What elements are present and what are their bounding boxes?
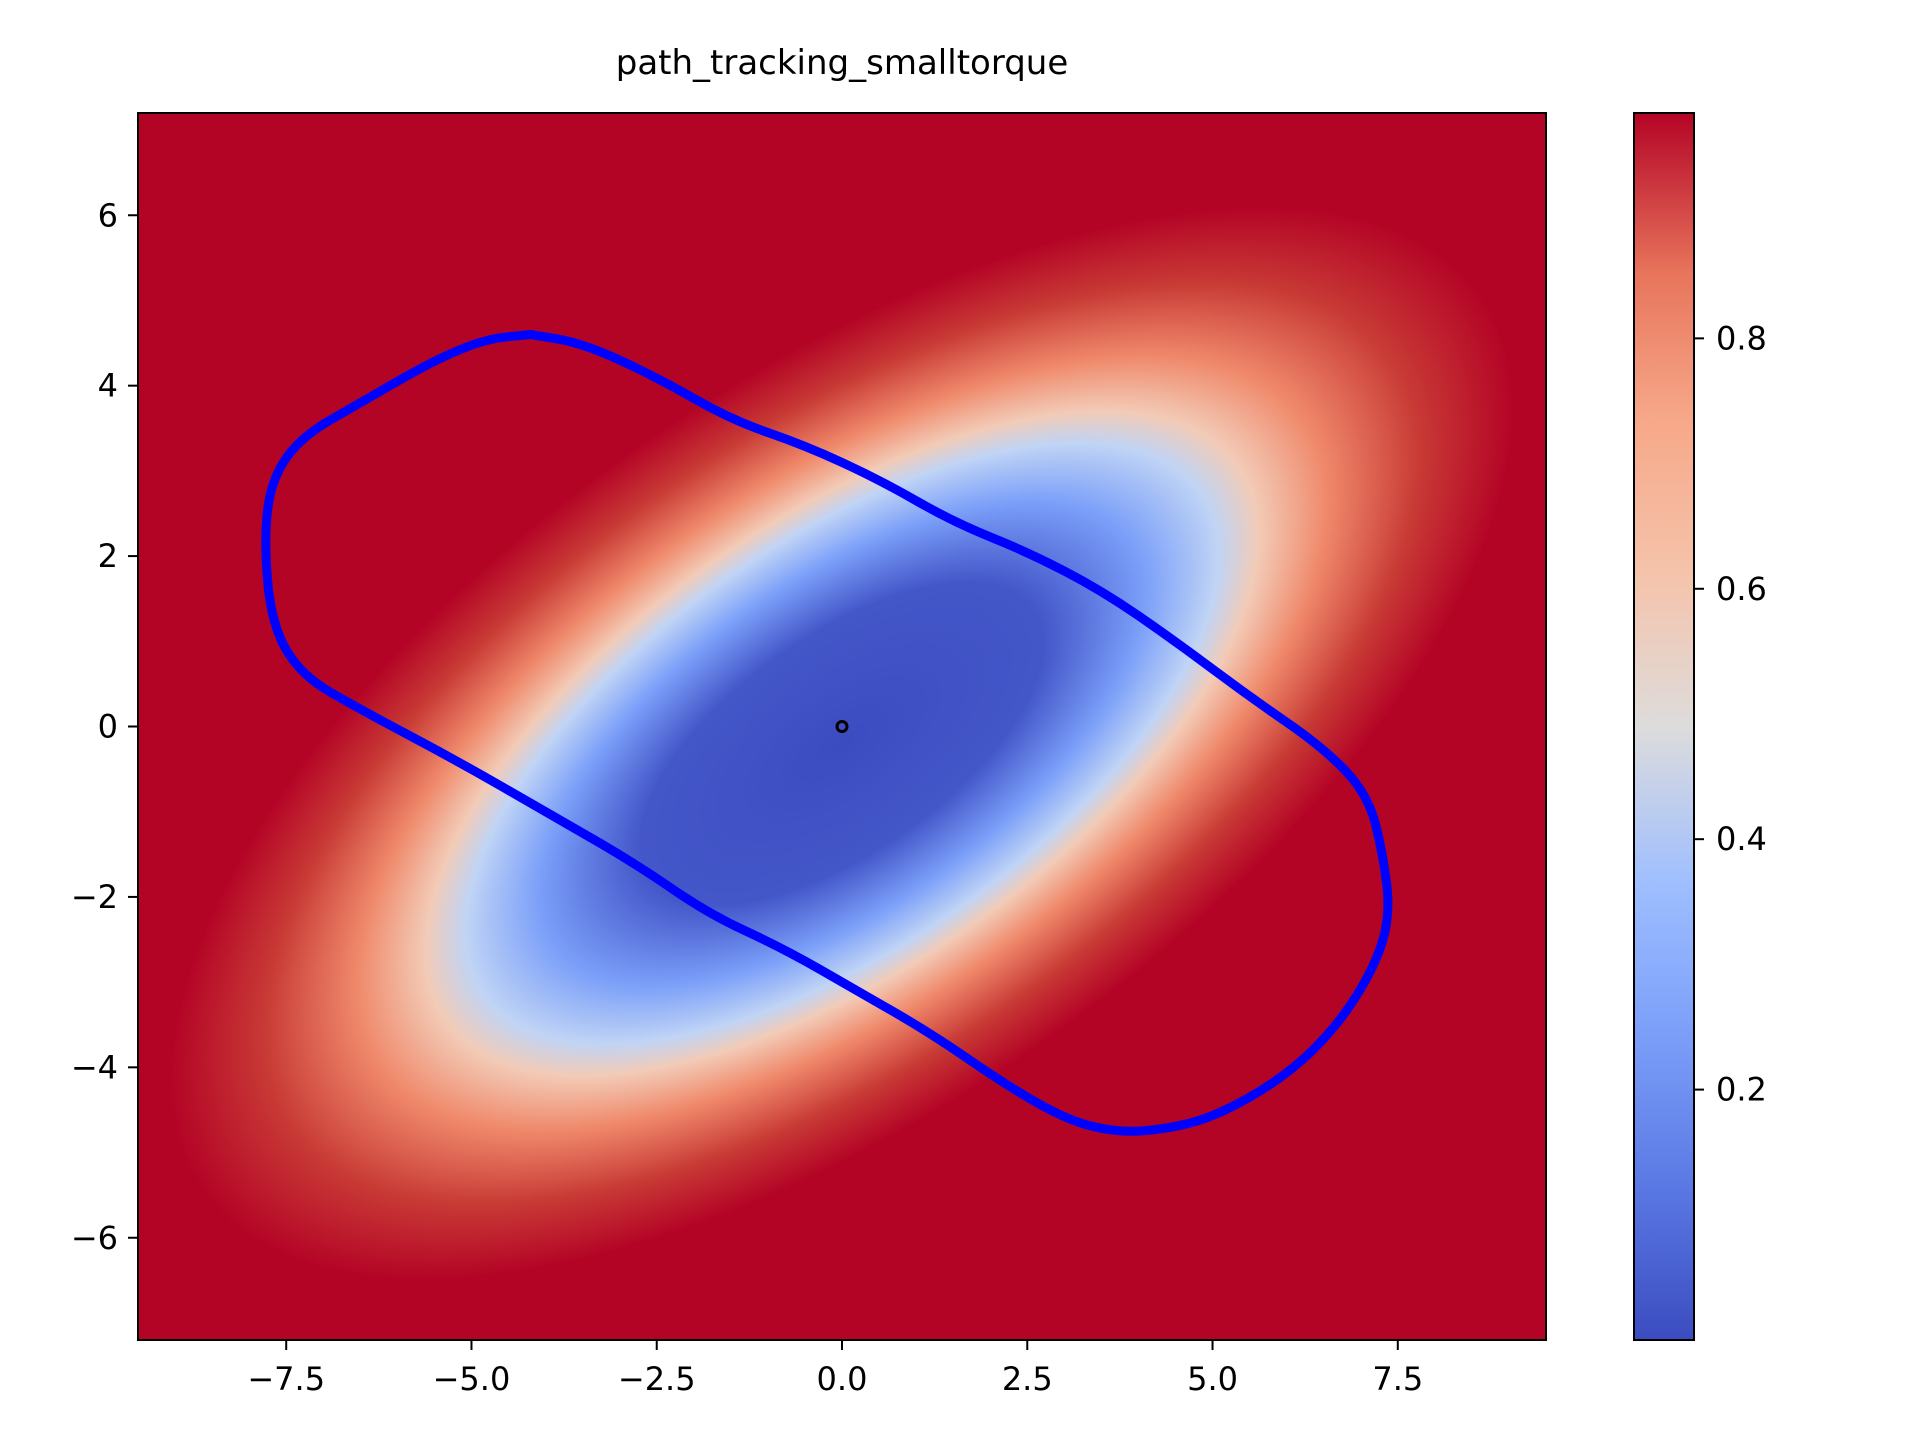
x-tick-label: 0.0 [817, 1360, 868, 1398]
plot-area [137, 112, 1547, 1341]
y-tick-label: 4 [98, 367, 118, 405]
boundary-contour [261, 330, 1393, 1136]
y-tick-label: 2 [98, 537, 118, 575]
colorbar: 0.2 0.4 0.6 0.8 [1633, 112, 1767, 1341]
chart-title: path_tracking_smalltorque [616, 43, 1069, 83]
colorbar-tick-label: 0.4 [1716, 820, 1767, 858]
y-axis: 6 4 2 0 −2 −4 −6 [71, 196, 138, 1257]
colorbar-tick-label: 0.2 [1716, 1071, 1767, 1109]
colorbar-gradient [1633, 112, 1695, 1341]
heatmap-field [170, 207, 1514, 1280]
y-tick-label: 6 [98, 196, 118, 234]
x-tick-label: 2.5 [1002, 1360, 1053, 1398]
x-axis: −7.5 −5.0 −2.5 0.0 2.5 5.0 7.5 [247, 1340, 1423, 1398]
y-tick-label: 0 [98, 708, 118, 746]
x-tick-label: −5.0 [433, 1360, 511, 1398]
x-tick-label: 7.5 [1372, 1360, 1423, 1398]
colorbar-tick-label: 0.6 [1716, 570, 1767, 608]
colorbar-tick-label: 0.8 [1716, 319, 1767, 357]
y-tick-label: −2 [71, 878, 118, 916]
x-tick-label: 5.0 [1187, 1360, 1238, 1398]
y-tick-label: −6 [71, 1219, 118, 1257]
x-tick-label: −2.5 [618, 1360, 696, 1398]
y-tick-label: −4 [71, 1048, 118, 1086]
x-tick-label: −7.5 [247, 1360, 325, 1398]
center-marker [835, 720, 849, 733]
colorbar-ticks: 0.2 0.4 0.6 0.8 [1694, 319, 1767, 1109]
